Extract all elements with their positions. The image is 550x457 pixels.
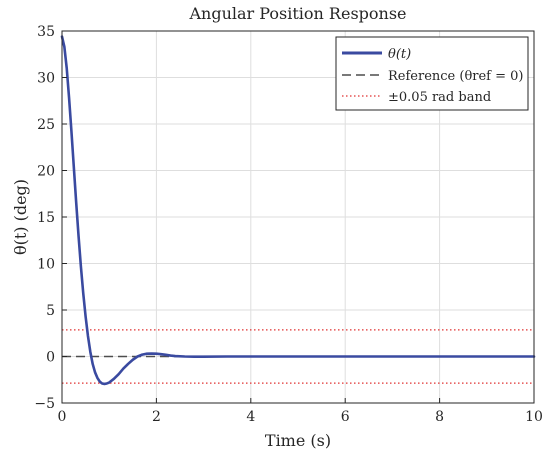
y-axis-label: θ(t) (deg) [11, 179, 30, 255]
x-tick-label: 6 [341, 409, 350, 425]
y-tick-label: 5 [46, 303, 55, 319]
x-tick-label: 2 [152, 409, 161, 425]
y-tick-label: 15 [37, 210, 55, 226]
chart-title: Angular Position Response [188, 4, 406, 23]
legend-box [335, 36, 529, 111]
y-tick-label: −5 [34, 396, 55, 412]
x-ticks: 0 2 4 6 8 10 [58, 398, 543, 425]
legend-label-band: ±0.05 rad band [388, 90, 491, 105]
x-axis-label: Time (s) [265, 431, 331, 450]
legend-label-reference: Reference (θref = 0) [388, 69, 524, 84]
y-tick-label: 25 [37, 117, 55, 133]
x-tick-label: 4 [246, 409, 255, 425]
y-tick-label: 20 [37, 164, 55, 180]
y-tick-label: 30 [37, 71, 55, 87]
legend: θ(t) Reference (θref = 0) ±0.05 rad band [335, 36, 529, 111]
x-tick-label: 0 [58, 409, 67, 425]
x-tick-label: 10 [525, 409, 543, 425]
y-tick-label: 35 [37, 24, 55, 40]
y-ticks: −5 0 5 10 15 20 25 30 35 [34, 24, 67, 412]
series-group [60, 35, 536, 386]
y-tick-label: 10 [37, 257, 55, 273]
series-line-theta [60, 35, 536, 386]
y-tick-label: 0 [46, 350, 55, 366]
legend-label-theta: θ(t) [388, 47, 411, 62]
x-tick-label: 8 [435, 409, 444, 425]
